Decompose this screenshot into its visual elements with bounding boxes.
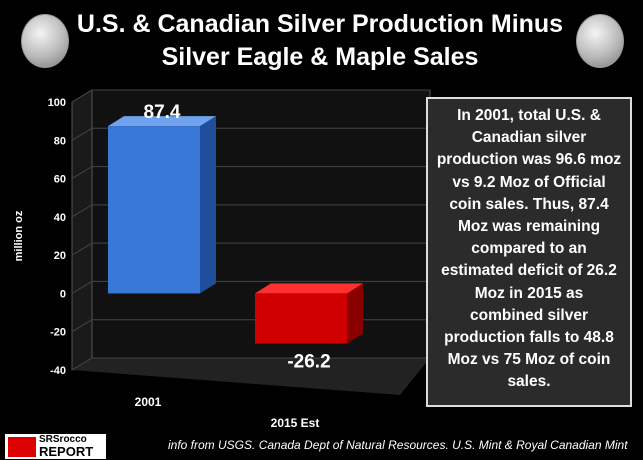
gridline: [71, 166, 430, 180]
logo-line-2: REPORT: [39, 444, 94, 459]
data-label: -26.2: [287, 352, 330, 373]
bar-side: [347, 283, 363, 344]
bar-2001: [108, 126, 200, 294]
y-tick-label: 20: [54, 250, 66, 262]
bar-top: [108, 116, 216, 127]
y-tick-label: -20: [50, 327, 66, 339]
bar-2015-Est: [255, 293, 347, 344]
logo-line-1: SRSrocco: [39, 434, 87, 445]
gridline: [71, 242, 430, 256]
side-wall: [71, 89, 93, 371]
gridline: [71, 357, 430, 371]
x-tick-label: 2015 Est: [271, 416, 320, 430]
y-tick-label: 0: [60, 288, 66, 300]
gridline: [71, 280, 430, 294]
logo-flag-icon: [8, 436, 36, 457]
floor: [72, 358, 430, 395]
data-label: 87.4: [144, 102, 181, 123]
x-tick-label: 2001: [135, 395, 162, 409]
silver-maple-coin-image: [576, 14, 624, 68]
bar-side: [200, 116, 216, 294]
y-tick-label: 100: [48, 97, 66, 109]
y-axis-label: million oz: [13, 210, 25, 261]
source-note: info from USGS. Canada Dept of Natural R…: [168, 438, 628, 452]
gridline: [71, 204, 430, 218]
y-tick-label: 40: [54, 212, 66, 224]
silver-eagle-coin-image: [21, 14, 69, 68]
title-line-2: Silver Eagle & Maple Sales: [161, 43, 479, 71]
y-tick-label: 60: [54, 174, 66, 186]
srsrocco-logo: SRSrocco REPORT: [5, 434, 106, 459]
bar-top: [255, 283, 363, 294]
title-line-1: U.S. & Canadian Silver Production Minus: [76, 10, 564, 38]
gridline: [71, 89, 430, 103]
gridline: [71, 127, 430, 141]
annotation-box: In 2001, total U.S. & Canadian silver pr…: [426, 97, 632, 407]
chart-title: U.S. & Canadian Silver Production Minus …: [70, 8, 570, 74]
y-tick-label: -40: [50, 365, 66, 377]
y-tick-label: 80: [54, 135, 66, 147]
